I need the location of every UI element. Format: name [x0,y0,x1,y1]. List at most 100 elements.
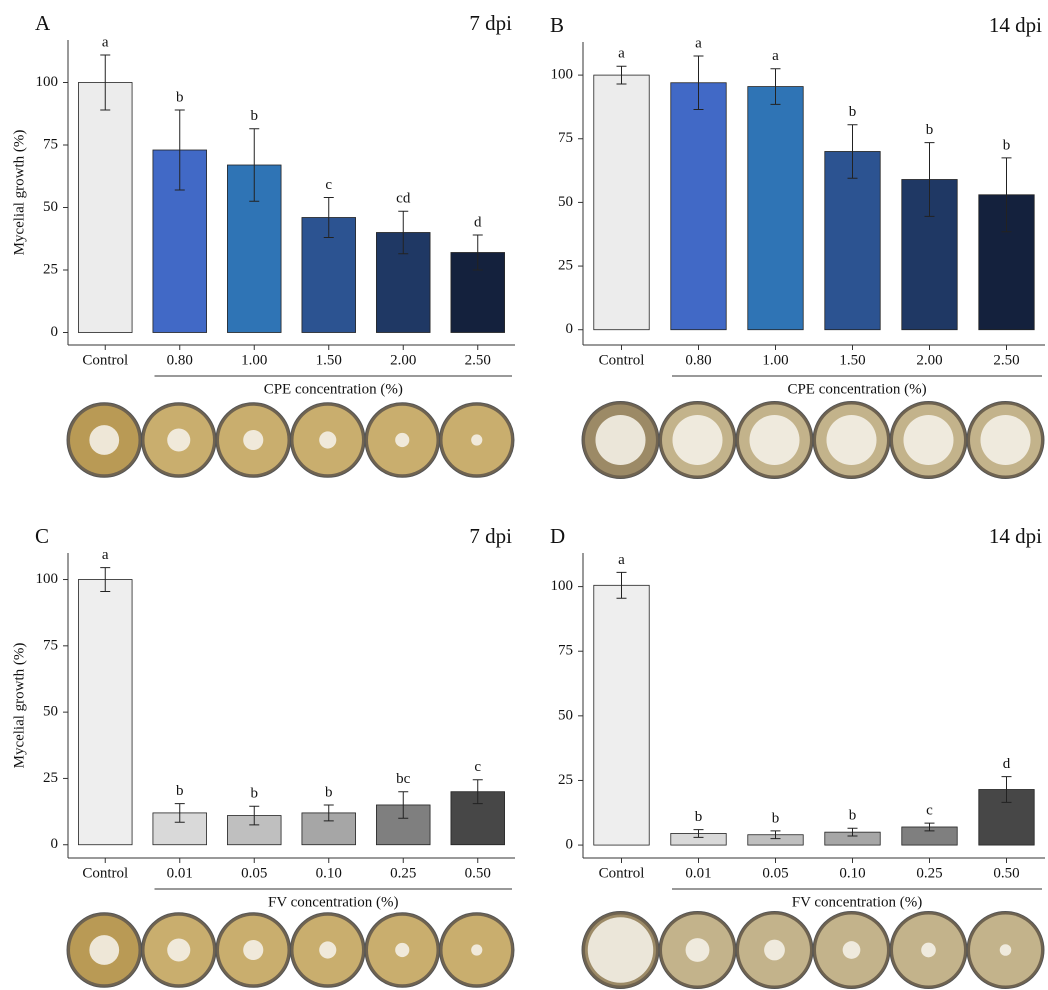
error-bar [174,109,185,191]
fungal-colony [471,944,483,956]
fungal-colony [842,941,861,959]
y-tick-label: 0 [51,324,59,340]
panel-letter: B [550,13,564,37]
fungal-colony [319,431,337,449]
fungal-colony [921,942,936,958]
x-tick-label: 0.80 [167,352,193,368]
x-tick-label: 1.00 [241,352,267,368]
y-tick-label: 50 [43,199,58,215]
significance-letter: a [618,552,625,568]
y-tick-label: 100 [36,571,59,587]
fungal-colony [764,939,785,961]
error-bar [174,803,185,823]
x-tick-label: 1.50 [316,352,342,368]
y-tick-label: 75 [558,643,573,659]
panel-letter: C [35,524,49,548]
panel-letter: A [35,11,51,35]
x-axis-label: CPE concentration (%) [264,381,403,397]
bar [593,74,650,331]
x-tick-label: 0.50 [993,865,1019,881]
x-tick-label: 0.05 [241,865,267,881]
fungal-colony [587,917,654,983]
error-bar [693,829,704,838]
error-bar [249,128,260,202]
y-tick-label: 100 [551,67,574,83]
error-bar [323,804,334,822]
panel-letter: D [550,524,565,548]
panel-title: 7 dpi [469,11,512,35]
error-bar [249,805,260,826]
fungal-colony [672,414,723,466]
bar [78,82,133,333]
x-tick-label: 2.50 [993,352,1019,368]
error-bar [398,791,409,819]
y-tick-label: 50 [558,707,573,723]
significance-letter: b [251,786,259,802]
y-tick-label: 75 [558,130,573,146]
y-tick-label: 0 [566,321,574,337]
significance-letter: c [325,177,332,193]
x-tick-label: Control [82,352,128,368]
x-tick-label: 0.25 [916,865,942,881]
significance-letter: b [926,122,934,138]
y-tick-label: 25 [558,772,573,788]
error-bar [100,567,111,592]
panel-title: 7 dpi [469,524,512,548]
significance-letter: b [325,784,333,800]
error-bar [1001,157,1012,233]
x-tick-label: 2.00 [390,352,416,368]
fungal-colony [395,432,410,448]
bar [747,86,804,331]
significance-letter: a [772,48,779,64]
panel-title: 14 dpi [989,13,1042,37]
y-axis-label: Mycelial growth (%) [11,130,27,256]
significance-letter: b [849,104,857,120]
fungal-colony [319,941,337,959]
x-axis-label: CPE concentration (%) [787,381,926,397]
error-bar [1001,776,1012,803]
x-tick-label: 0.10 [316,865,342,881]
y-tick-label: 75 [43,136,58,152]
significance-letter: a [102,34,109,50]
fungal-colony [980,414,1031,466]
fungal-colony [903,414,954,466]
significance-letter: b [695,809,703,825]
x-tick-label: 2.00 [916,352,942,368]
x-tick-label: 1.00 [762,352,788,368]
y-tick-label: 75 [43,637,58,653]
fungal-colony [595,414,646,466]
fungal-colony [685,938,710,962]
fungal-colony [826,414,877,466]
x-tick-label: 0.01 [685,865,711,881]
bar [78,579,133,846]
fungal-colony [395,942,410,958]
error-bar [398,210,409,255]
x-tick-label: Control [82,865,128,881]
x-tick-label: 0.80 [685,352,711,368]
significance-letter: b [176,783,184,799]
y-tick-label: 50 [558,194,573,210]
y-tick-label: 25 [558,258,573,274]
error-bar [323,197,334,238]
fungal-colony [999,944,1012,956]
x-tick-label: 0.25 [390,865,416,881]
fungal-colony [89,935,120,965]
error-bar [770,68,781,105]
y-tick-label: 0 [51,836,59,852]
x-tick-label: 0.50 [465,865,491,881]
error-bar [847,124,858,179]
x-tick-label: 1.50 [839,352,865,368]
significance-letter: d [1003,756,1011,772]
error-bar [770,830,781,840]
y-tick-label: 50 [43,704,58,720]
significance-letter: b [251,108,259,124]
error-bar [924,142,935,217]
significance-letter: c [926,803,933,819]
bar [824,151,881,331]
x-tick-label: 0.01 [167,865,193,881]
error-bar [472,234,483,271]
significance-letter: a [618,46,625,62]
significance-letter: c [474,759,481,775]
panel-title: 14 dpi [989,524,1042,548]
